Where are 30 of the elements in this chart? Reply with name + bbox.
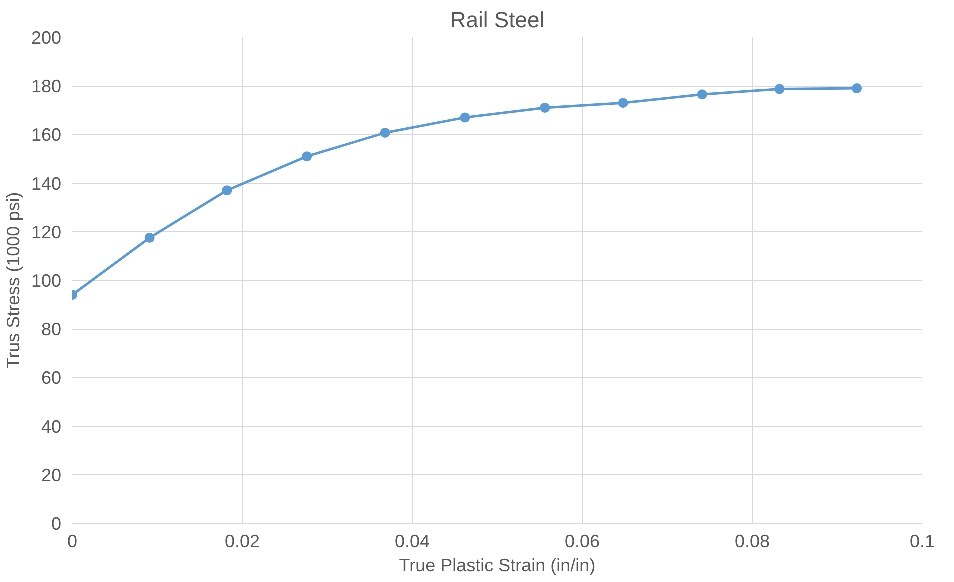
point [540, 102, 550, 113]
point [460, 112, 470, 123]
chart-title: Rail Steel [450, 8, 545, 32]
y-tick-label: 160 [31, 125, 62, 146]
y-tick-label: 0 [51, 514, 62, 534]
y-tick-label: 100 [31, 271, 62, 291]
point [618, 98, 628, 108]
point [380, 128, 390, 138]
y-tick-label: 20 [41, 465, 62, 486]
x-tick-label: 0 [67, 532, 78, 552]
x-axis-title: True Plastic Strain (in/in) [399, 556, 596, 576]
x-tick-label: 0.06 [564, 532, 600, 552]
x-tick-label: 0.08 [734, 532, 770, 552]
x-tick-label: 0.1 [910, 532, 936, 552]
point [302, 152, 312, 162]
y-tick-label: 60 [41, 368, 62, 388]
y-axis-title: Trus Stress (1000 psi) [3, 192, 24, 369]
y-tick-label: 180 [31, 76, 62, 97]
point [697, 90, 708, 100]
point [774, 84, 785, 94]
y-tick-label: 140 [31, 174, 62, 194]
x-tick-label: 0.02 [224, 532, 260, 552]
x-tick-label: 0.04 [394, 532, 430, 552]
point [144, 232, 155, 243]
y-tick-label: 200 [31, 28, 62, 48]
y-tick-label: 40 [41, 416, 62, 437]
y-tick-label: 120 [31, 222, 62, 242]
point [852, 84, 862, 94]
point [222, 186, 232, 196]
y-tick-label: 80 [41, 320, 62, 340]
